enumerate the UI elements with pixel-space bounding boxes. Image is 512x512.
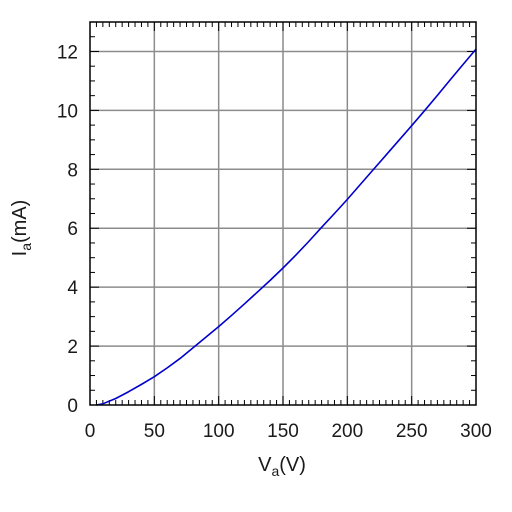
y-tick-label: 2: [67, 337, 78, 358]
x-tick-labels: 0 50 100 150 200 250 300: [85, 421, 492, 442]
y-tick-label: 8: [67, 160, 78, 181]
plot-frame: [89, 21, 477, 406]
y-tick-label: 6: [67, 219, 78, 240]
y-tick-label: 12: [57, 42, 78, 63]
x-tick-label: 200: [331, 421, 363, 442]
series-layer: [96, 48, 477, 406]
x-tick-label: 250: [396, 421, 428, 442]
x-axis-title-unit: (V): [279, 454, 306, 476]
series-line: [96, 48, 477, 406]
x-tick-label: 300: [460, 421, 492, 442]
x-tick-label: 0: [85, 421, 96, 442]
y-tick-label: 10: [57, 101, 78, 122]
x-tick-label: 100: [203, 421, 235, 442]
y-tick-label: 0: [67, 396, 78, 417]
x-axis-title-sub: a: [271, 463, 279, 479]
y-axis-title: Ia(mA): [9, 200, 34, 257]
grid: [90, 22, 476, 405]
y-axis-title-sub: a: [18, 243, 34, 251]
y-axis-title-unit: (mA): [9, 200, 31, 243]
y-tick-label: 4: [67, 278, 78, 299]
x-tick-label: 50: [144, 421, 165, 442]
x-tick-label: 150: [267, 421, 299, 442]
x-axis-title: Va(V): [258, 454, 306, 479]
y-tick-labels: 0 2 4 6 8 10 12: [57, 42, 79, 417]
x-axis-title-main: V: [258, 454, 272, 476]
y-axis-title-main: I: [9, 251, 31, 257]
